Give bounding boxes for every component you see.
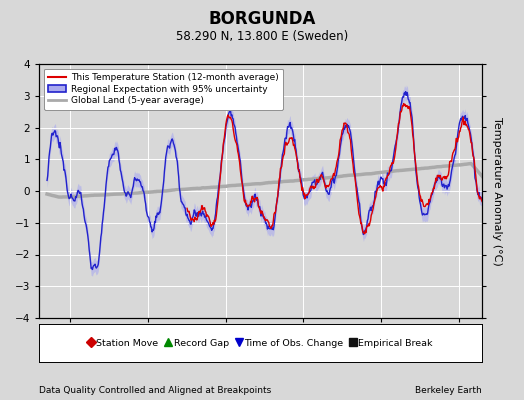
Text: Data Quality Controlled and Aligned at Breakpoints: Data Quality Controlled and Aligned at B…: [39, 386, 271, 395]
Legend: This Temperature Station (12-month average), Regional Expectation with 95% uncer: This Temperature Station (12-month avera…: [44, 68, 283, 110]
Text: 58.290 N, 13.800 E (Sweden): 58.290 N, 13.800 E (Sweden): [176, 30, 348, 43]
Text: Berkeley Earth: Berkeley Earth: [416, 386, 482, 395]
Legend: Station Move, Record Gap, Time of Obs. Change, Empirical Break: Station Move, Record Gap, Time of Obs. C…: [85, 335, 436, 351]
Y-axis label: Temperature Anomaly (°C): Temperature Anomaly (°C): [492, 117, 502, 265]
Text: BORGUNDA: BORGUNDA: [209, 10, 315, 28]
